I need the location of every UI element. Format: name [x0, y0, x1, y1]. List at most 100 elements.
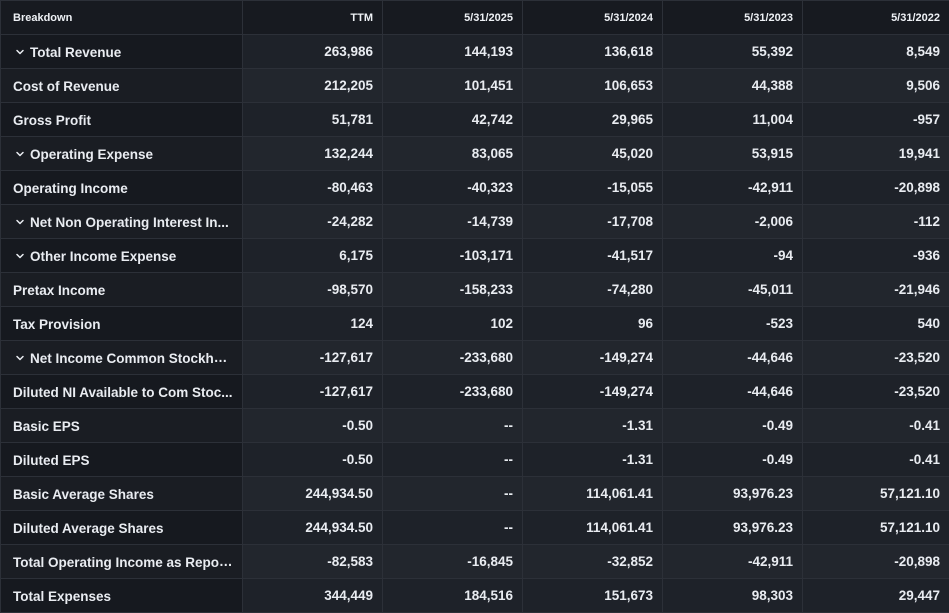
value-cell: 263,986: [243, 35, 383, 69]
row-label: Pretax Income: [13, 282, 105, 297]
table-row: Basic EPS-0.50---1.31-0.49-0.41: [1, 409, 949, 443]
value-cell: -936: [803, 239, 949, 273]
value-cell: 45,020: [523, 137, 663, 171]
row-label: Diluted EPS: [13, 452, 90, 467]
column-header-2025[interactable]: 5/31/2025: [383, 1, 523, 35]
value-cell: 136,618: [523, 35, 663, 69]
value-cell: -149,274: [523, 341, 663, 375]
row-label: Gross Profit: [13, 112, 91, 127]
table-row[interactable]: Net Income Common Stockho...-127,617-233…: [1, 341, 949, 375]
value-cell: -127,617: [243, 341, 383, 375]
table-row: Pretax Income -98,570-158,233-74,280-45,0…: [1, 273, 949, 307]
value-cell: -0.41: [803, 409, 949, 443]
value-cell: -20,898: [803, 171, 949, 205]
value-cell: -45,011: [663, 273, 803, 307]
row-label-cell[interactable]: Operating Expense: [1, 137, 243, 171]
row-label: Net Non Operating Interest In...: [30, 214, 229, 229]
value-cell: -23,520: [803, 375, 949, 409]
row-label-cell: Total Expenses: [1, 579, 243, 613]
value-cell: 83,065: [383, 137, 523, 171]
value-cell: 151,673: [523, 579, 663, 613]
value-cell: 244,934.50: [243, 511, 383, 545]
value-cell: 132,244: [243, 137, 383, 171]
value-cell: -1.31: [523, 443, 663, 477]
value-cell: -32,852: [523, 545, 663, 579]
chevron-down-icon[interactable]: [15, 47, 25, 57]
value-cell: -158,233: [383, 273, 523, 307]
value-cell: 212,205: [243, 69, 383, 103]
value-cell: -0.49: [663, 409, 803, 443]
row-label-cell: Diluted Average Shares: [1, 511, 243, 545]
value-cell: -127,617: [243, 375, 383, 409]
value-cell: -149,274: [523, 375, 663, 409]
value-cell: 344,449: [243, 579, 383, 613]
value-cell: 29,965: [523, 103, 663, 137]
row-label: Diluted NI Available to Com Stoc...: [13, 384, 233, 399]
column-header-2023[interactable]: 5/31/2023: [663, 1, 803, 35]
value-cell: -42,911: [663, 545, 803, 579]
chevron-down-icon[interactable]: [15, 251, 25, 261]
table-row[interactable]: Net Non Operating Interest In... -24,282 -…: [1, 205, 949, 239]
value-cell: 101,451: [383, 69, 523, 103]
value-cell: -16,845: [383, 545, 523, 579]
value-cell: -20,898: [803, 545, 949, 579]
value-cell: -23,520: [803, 341, 949, 375]
value-cell: -24,282: [243, 205, 383, 239]
value-cell: -42,911: [663, 171, 803, 205]
value-cell: --: [383, 409, 523, 443]
row-label-cell[interactable]: Net Non Operating Interest In...: [1, 205, 243, 239]
value-cell: 44,388: [663, 69, 803, 103]
value-cell: 540: [803, 307, 949, 341]
value-cell: 19,941: [803, 137, 949, 171]
value-cell: 124: [243, 307, 383, 341]
row-label-cell: Total Operating Income as Repor...: [1, 545, 243, 579]
value-cell: -233,680: [383, 375, 523, 409]
row-label: Total Revenue: [30, 44, 121, 59]
value-cell: -17,708: [523, 205, 663, 239]
row-label: Total Expenses: [13, 588, 111, 603]
column-header-2024[interactable]: 5/31/2024: [523, 1, 663, 35]
chevron-down-icon[interactable]: [15, 353, 25, 363]
value-cell: 144,193: [383, 35, 523, 69]
value-cell: --: [383, 443, 523, 477]
value-cell: 57,121.10: [803, 511, 949, 545]
header-row: Breakdown TTM 5/31/2025 5/31/2024 5/31/2…: [1, 1, 949, 35]
row-label-cell: Basic Average Shares: [1, 477, 243, 511]
row-label-cell[interactable]: Total Revenue: [1, 35, 243, 69]
value-cell: -98,570: [243, 273, 383, 307]
chevron-down-icon[interactable]: [15, 217, 25, 227]
row-label-cell: Cost of Revenue: [1, 69, 243, 103]
row-label: Operating Income: [13, 180, 128, 195]
row-label-cell[interactable]: Net Income Common Stockho...: [1, 341, 243, 375]
value-cell: 106,653: [523, 69, 663, 103]
row-label-cell: Gross Profit: [1, 103, 243, 137]
row-label: Basic Average Shares: [13, 486, 154, 501]
value-cell: 244,934.50: [243, 477, 383, 511]
row-label: Total Operating Income as Repor...: [13, 554, 235, 570]
row-label-cell: Diluted NI Available to Com Stoc...: [1, 375, 243, 409]
row-label: Operating Expense: [30, 146, 153, 161]
value-cell: -74,280: [523, 273, 663, 307]
column-header-ttm[interactable]: TTM: [243, 1, 383, 35]
value-cell: -44,646: [663, 341, 803, 375]
column-header-2022[interactable]: 5/31/2022: [803, 1, 949, 35]
value-cell: 11,004: [663, 103, 803, 137]
value-cell: --: [383, 477, 523, 511]
chevron-down-icon[interactable]: [15, 149, 25, 159]
value-cell: -2,006: [663, 205, 803, 239]
row-label-cell: Tax Provision: [1, 307, 243, 341]
row-label: Diluted Average Shares: [13, 520, 164, 535]
value-cell: -41,517: [523, 239, 663, 273]
table-row: Diluted EPS-0.50---1.31-0.49-0.41: [1, 443, 949, 477]
value-cell: -15,055: [523, 171, 663, 205]
row-label-cell[interactable]: Other Income Expense: [1, 239, 243, 273]
value-cell: -523: [663, 307, 803, 341]
